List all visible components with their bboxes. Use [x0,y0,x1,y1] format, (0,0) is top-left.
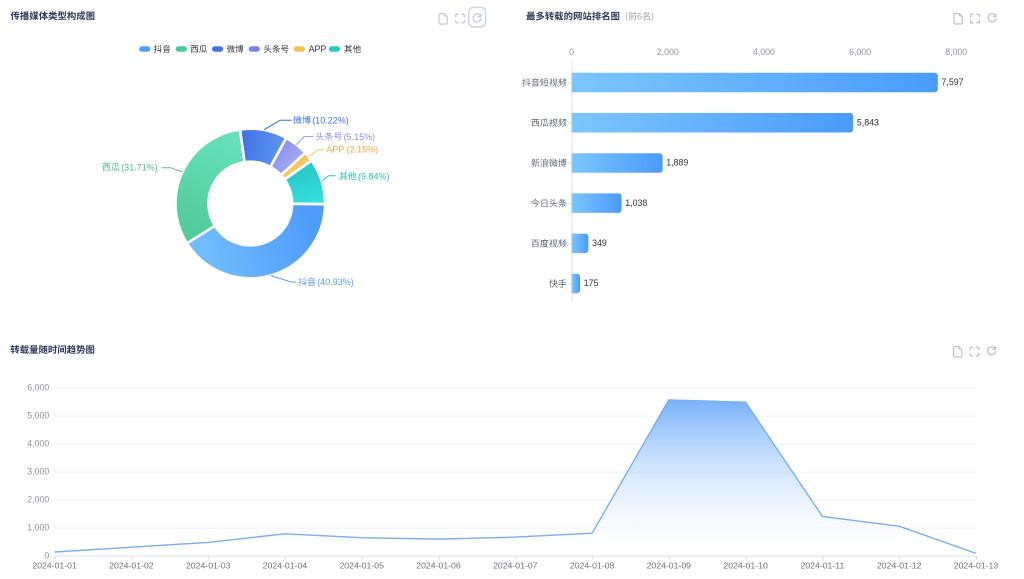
svg-text:2024-01-07: 2024-01-07 [493,561,538,571]
svg-text:2024-01-03: 2024-01-03 [186,561,231,571]
svg-text:5,843: 5,843 [857,118,879,128]
svg-text:(31.71%): (31.71%) [121,162,158,172]
svg-text:0: 0 [44,551,49,561]
svg-text:2024-01-05: 2024-01-05 [339,561,384,571]
svg-text:4,000: 4,000 [753,47,775,57]
svg-text:2024-01-08: 2024-01-08 [570,561,615,571]
svg-text:6,000: 6,000 [849,47,871,57]
svg-text:2024-01-11: 2024-01-11 [801,561,845,571]
svg-text:7,597: 7,597 [942,77,964,87]
svg-text:2024-01-01: 2024-01-01 [32,561,77,571]
svg-text:5,000: 5,000 [27,411,49,421]
svg-text:2024-01-13: 2024-01-13 [954,561,999,571]
svg-text:6,000: 6,000 [27,383,49,393]
svg-text:(5.15%): (5.15%) [344,132,376,142]
svg-text:2,000: 2,000 [27,495,49,505]
svg-text:APP (2.15%): APP (2.15%) [326,145,378,155]
svg-text:(10.22%): (10.22%) [312,115,349,125]
svg-text:2024-01-04: 2024-01-04 [263,561,308,571]
svg-text:2024-01-06: 2024-01-06 [416,561,461,571]
svg-text:349: 349 [592,238,607,248]
svg-text:2,000: 2,000 [657,47,679,57]
svg-text:1,889: 1,889 [666,158,688,168]
svg-text:(9.84%): (9.84%) [358,171,390,181]
svg-text:0: 0 [569,47,574,57]
svg-text:(40.93%): (40.93%) [317,277,354,287]
svg-text:175: 175 [584,278,599,288]
svg-text:8,000: 8,000 [945,47,967,57]
svg-text:1,038: 1,038 [625,198,647,208]
svg-text:2024-01-02: 2024-01-02 [109,561,154,571]
svg-text:APP: APP [309,44,327,54]
svg-text:3,000: 3,000 [27,467,49,477]
svg-text:1,000: 1,000 [27,523,49,533]
svg-text:2024-01-10: 2024-01-10 [723,561,768,571]
svg-text:4,000: 4,000 [27,439,49,449]
svg-text:2024-01-12: 2024-01-12 [877,561,922,571]
svg-text:2024-01-09: 2024-01-09 [647,561,692,571]
